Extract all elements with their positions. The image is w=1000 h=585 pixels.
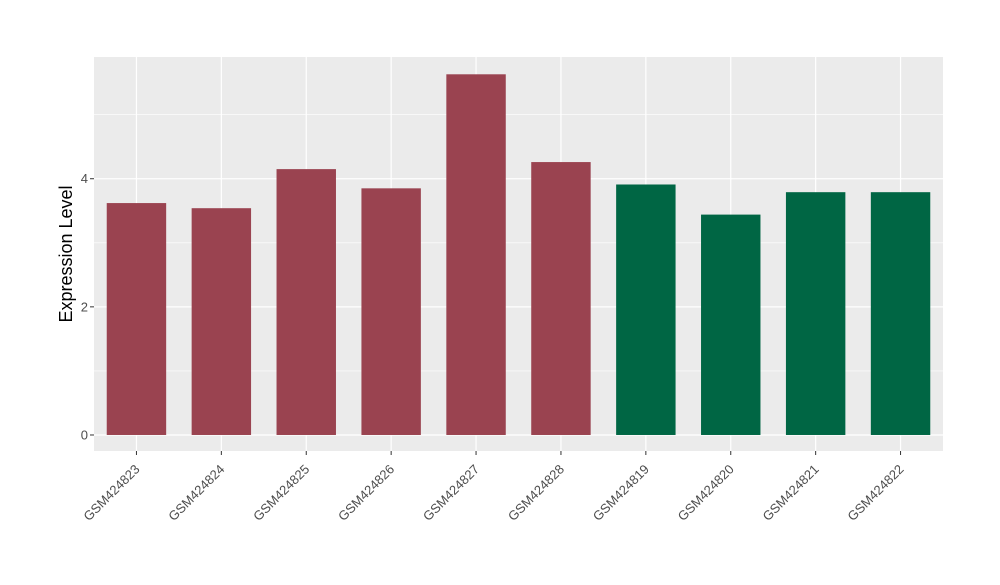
bar-GSM424820 xyxy=(701,214,761,435)
x-tick-label: GSM424825 xyxy=(250,462,312,524)
bar-GSM424826 xyxy=(361,188,421,435)
x-tick-label: GSM424821 xyxy=(760,462,822,524)
bar-GSM424828 xyxy=(531,162,591,435)
bar-GSM424821 xyxy=(785,192,846,435)
bar-GSM424825 xyxy=(276,169,336,435)
x-tick-label: GSM424826 xyxy=(335,462,397,524)
x-axis: GSM424823 GSM424824 GSM424825 GSM424826 GSM4… xyxy=(80,451,907,524)
y-tick-label: 2 xyxy=(81,299,88,314)
x-tick-label: GSM424823 xyxy=(80,462,142,524)
bar-GSM424823 xyxy=(106,203,167,435)
y-tick-label: 0 xyxy=(81,427,88,442)
x-tick-label: GSM424819 xyxy=(590,462,652,524)
bars xyxy=(106,74,931,435)
x-tick-label: GSM424827 xyxy=(420,462,482,524)
x-tick-label: GSM424828 xyxy=(505,462,567,524)
y-axis-title: Expression Level xyxy=(56,185,76,322)
bar-GSM424827 xyxy=(446,74,506,435)
y-tick-label: 4 xyxy=(81,171,88,186)
x-tick-label: GSM424822 xyxy=(844,462,906,524)
x-tick-label: GSM424824 xyxy=(165,462,227,524)
bar-GSM424824 xyxy=(191,208,252,435)
bar-GSM424822 xyxy=(870,192,931,435)
x-tick-label: GSM424820 xyxy=(675,462,737,524)
y-axis: 0 2 4 xyxy=(81,171,94,442)
bar-GSM424819 xyxy=(616,184,676,435)
